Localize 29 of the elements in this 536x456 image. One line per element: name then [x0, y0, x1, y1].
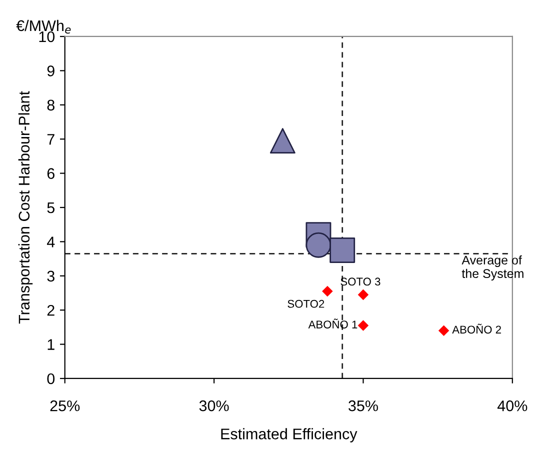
y-tick-label: 3	[47, 270, 54, 282]
point	[270, 128, 296, 154]
y-tick-label: 10	[39, 31, 55, 42]
y-tick-label: 1	[48, 339, 54, 350]
point	[438, 325, 450, 336]
x-tick-label: 30%	[199, 400, 229, 412]
point	[358, 320, 369, 331]
point	[322, 286, 333, 297]
y-tick-label: 2	[47, 304, 54, 316]
x-tick-label: 25%	[50, 400, 80, 412]
point	[306, 232, 332, 258]
ref-line-label: Average of the System	[462, 255, 524, 280]
y-tick-label: 5	[47, 202, 54, 214]
y-tick-label: 4	[46, 236, 55, 248]
point	[358, 289, 369, 300]
annotation: SOTO 3	[340, 278, 380, 286]
x-axis-title: Estimated Efficiency	[221, 428, 358, 442]
y-tick-label: 7	[47, 134, 54, 145]
y-axis-title: Transportation Cost Harbour-Plant	[18, 91, 33, 324]
y-tick-label: 9	[47, 66, 54, 76]
annotation: ABOÑO 2	[452, 324, 501, 334]
y-tick-label: 6	[47, 168, 54, 179]
y-tick-label: 8	[47, 100, 54, 111]
annotation: ABOÑO 1	[308, 318, 358, 328]
y-tick-label: 0	[47, 373, 55, 384]
x-tick-label: 40%	[497, 400, 528, 412]
point	[330, 238, 356, 263]
x-tick-label: 35%	[348, 400, 378, 412]
annotation: SOTO2	[288, 300, 324, 308]
